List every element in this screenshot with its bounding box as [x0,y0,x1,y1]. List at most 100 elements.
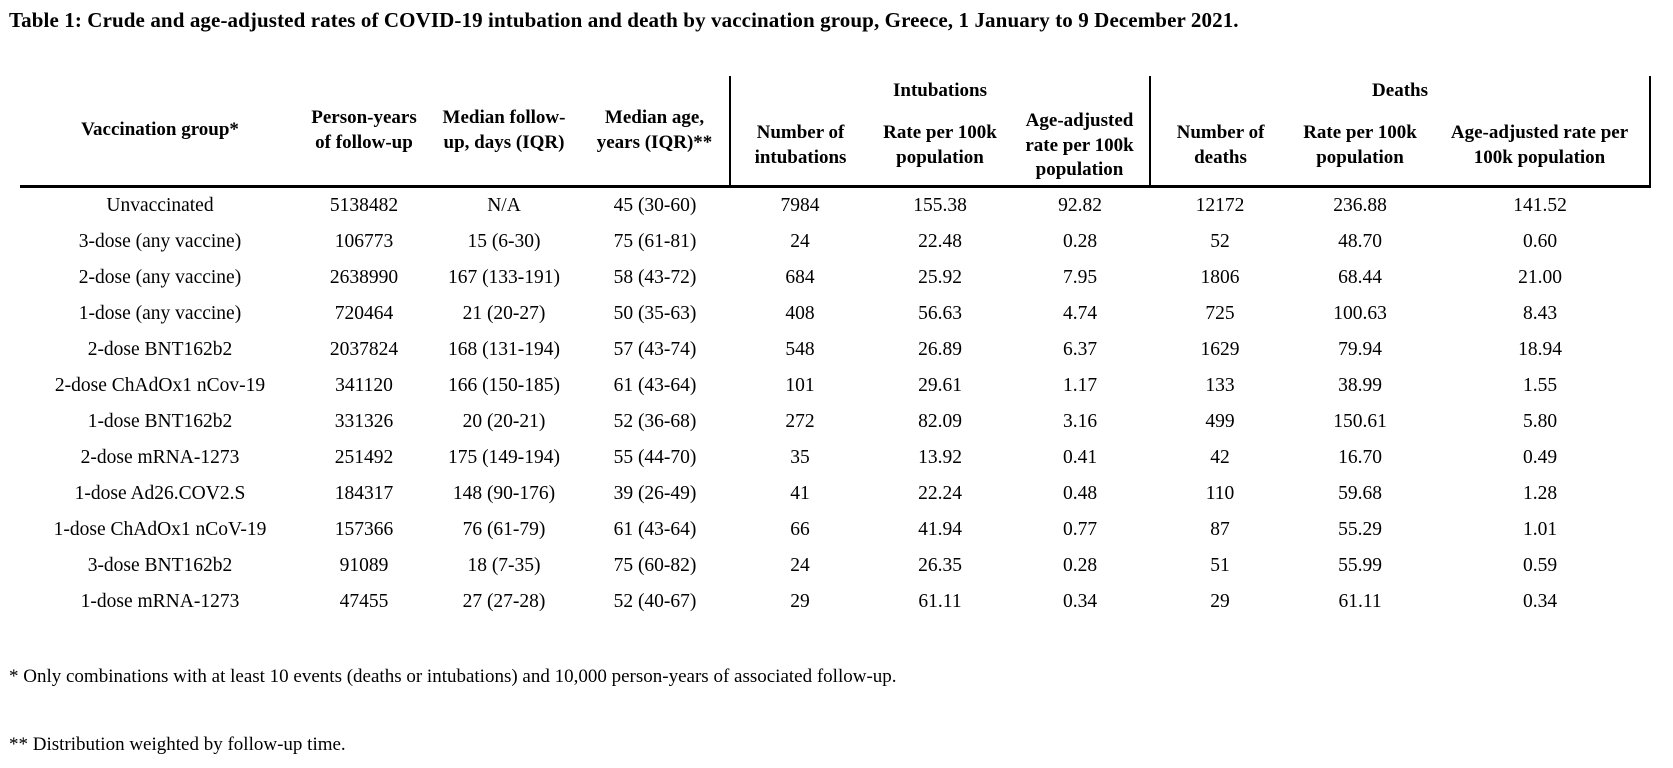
footnote-weighted-distribution: ** Distribution weighted by follow-up ti… [9,734,346,755]
vaccination-group-cell: 2-dose BNT162b2 [87,339,233,361]
value-cell: 184317 [334,483,394,505]
value-cell: 1.01 [1522,519,1558,541]
table-row: 2-dose BNT162b2 2037824 168 (131-194) 57 (4… [20,332,1650,368]
value-cell: 157366 [334,519,394,541]
sub-header-row: Number of intubations Rate per 100k popu… [20,106,1652,189]
value-cell: 0.41 [1062,447,1098,469]
value-cell: 58 (43-72) [613,267,697,289]
value-cell: 29.61 [918,375,962,397]
value-cell: 82.09 [918,411,962,433]
table-row: Unvaccinated 5138482 N/A 45 (30-60) 7984 155.… [20,187,1650,225]
value-cell: 29 [1210,591,1230,613]
value-cell: 0.60 [1522,231,1558,253]
value-cell: 4.74 [1062,303,1098,325]
value-cell: 22.48 [918,231,962,253]
value-cell: 29 [790,591,810,613]
value-cell: 150.61 [1333,411,1387,433]
value-cell: 55.99 [1338,555,1382,577]
value-cell: 684 [785,267,815,289]
value-cell: 548 [785,339,815,361]
value-cell: 13.92 [918,447,962,469]
vaccination-group-cell: 3-dose BNT162b2 [87,555,233,577]
data-table: Vaccination group* Person-years of follo… [20,76,1652,620]
value-cell: 0.49 [1522,447,1558,469]
vaccination-group-cell: 2-dose mRNA-1273 [80,447,240,469]
table-header: Vaccination group* Person-years of follo… [20,76,1652,189]
value-cell: 341120 [335,375,393,397]
value-cell: 76 (61-79) [462,519,546,541]
value-cell: 0.34 [1062,591,1098,613]
group-header-row: Vaccination group* Person-years of follo… [20,76,1652,189]
value-cell: 725 [1205,303,1235,325]
value-cell: 39 (26-49) [613,483,697,505]
value-cell: 7984 [780,195,820,217]
value-cell: 52 (40-67) [613,591,697,613]
value-cell: N/A [487,195,521,217]
table-row: 1-dose (any vaccine) 720464 21 (20-27) 50 (… [20,296,1650,332]
value-cell: 3.16 [1062,411,1098,433]
value-cell: 91089 [339,555,389,577]
value-cell: 27 (27-28) [462,591,546,613]
value-cell: 0.28 [1062,555,1098,577]
value-cell: 21.00 [1518,267,1562,289]
value-cell: 331326 [334,411,394,433]
value-cell: 41.94 [918,519,962,541]
value-cell: 166 (150-185) [447,375,561,397]
value-cell: 0.59 [1522,555,1558,577]
header-vaccination-group: Vaccination group* [20,76,300,189]
value-cell: 12172 [1195,195,1245,217]
value-cell: 21 (20-27) [462,303,546,325]
vaccination-group-cell: 1-dose mRNA-1273 [80,591,240,613]
table-row: 1-dose ChAdOx1 nCoV-19 157366 76 (61-79) 61… [20,512,1650,548]
value-cell: 6.37 [1062,339,1098,361]
value-cell: 45 (30-60) [613,195,697,217]
vaccination-group-cell: 3-dose (any vaccine) [78,231,242,253]
value-cell: 499 [1205,411,1235,433]
vaccination-group-cell: 1-dose (any vaccine) [78,303,242,325]
table-row: 3-dose (any vaccine) 106773 15 (6-30) 75 (6… [20,224,1650,260]
table-row: 3-dose BNT162b2 91089 18 (7-35) 75 (60-82) 2… [20,548,1650,584]
value-cell: 106773 [334,231,394,253]
value-cell: 101 [785,375,815,397]
header-intubation-adjusted-rate: Age-adjusted rate per 100k population [1010,106,1151,189]
value-cell: 48.70 [1338,231,1382,253]
value-cell: 1629 [1200,339,1240,361]
value-cell: 68.44 [1338,267,1382,289]
value-cell: 52 (36-68) [613,411,697,433]
value-cell: 57 (43-74) [613,339,697,361]
value-cell: 56.63 [918,303,962,325]
value-cell: 167 (133-191) [447,267,561,289]
value-cell: 148 (90-176) [452,483,556,505]
value-cell: 175 (149-194) [447,447,561,469]
value-cell: 1.17 [1062,375,1098,397]
value-cell: 20 (20-21) [462,411,546,433]
value-cell: 75 (60-82) [613,555,697,577]
value-cell: 61 (43-64) [613,375,697,397]
value-cell: 720464 [334,303,394,325]
value-cell: 133 [1205,375,1235,397]
value-cell: 408 [785,303,815,325]
header-number-of-deaths: Number of deaths [1149,106,1291,189]
value-cell: 1.28 [1522,483,1558,505]
value-cell: 16.70 [1338,447,1382,469]
table-title: Table 1: Crude and age-adjusted rates of… [9,8,1239,32]
value-cell: 24 [790,555,810,577]
vaccination-group-cell: 2-dose ChAdOx1 nCov-19 [54,375,266,397]
value-cell: 0.77 [1062,519,1098,541]
value-cell: 155.38 [913,195,967,217]
value-cell: 7.95 [1062,267,1098,289]
value-cell: 66 [790,519,810,541]
value-cell: 2638990 [329,267,399,289]
value-cell: 251492 [334,447,394,469]
value-cell: 41 [790,483,810,505]
value-cell: 47455 [339,591,389,613]
value-cell: 52 [1210,231,1230,253]
value-cell: 18.94 [1518,339,1562,361]
value-cell: 61.11 [918,591,962,613]
value-cell: 5138482 [329,195,399,217]
value-cell: 59.68 [1338,483,1382,505]
footnote-events-threshold: * Only combinations with at least 10 eve… [9,666,897,687]
table-row: 2-dose mRNA-1273 251492 175 (149-194) 55 (4… [20,440,1650,476]
value-cell: 61.11 [1338,591,1382,613]
group-header-intubations: Intubations [728,76,1151,107]
